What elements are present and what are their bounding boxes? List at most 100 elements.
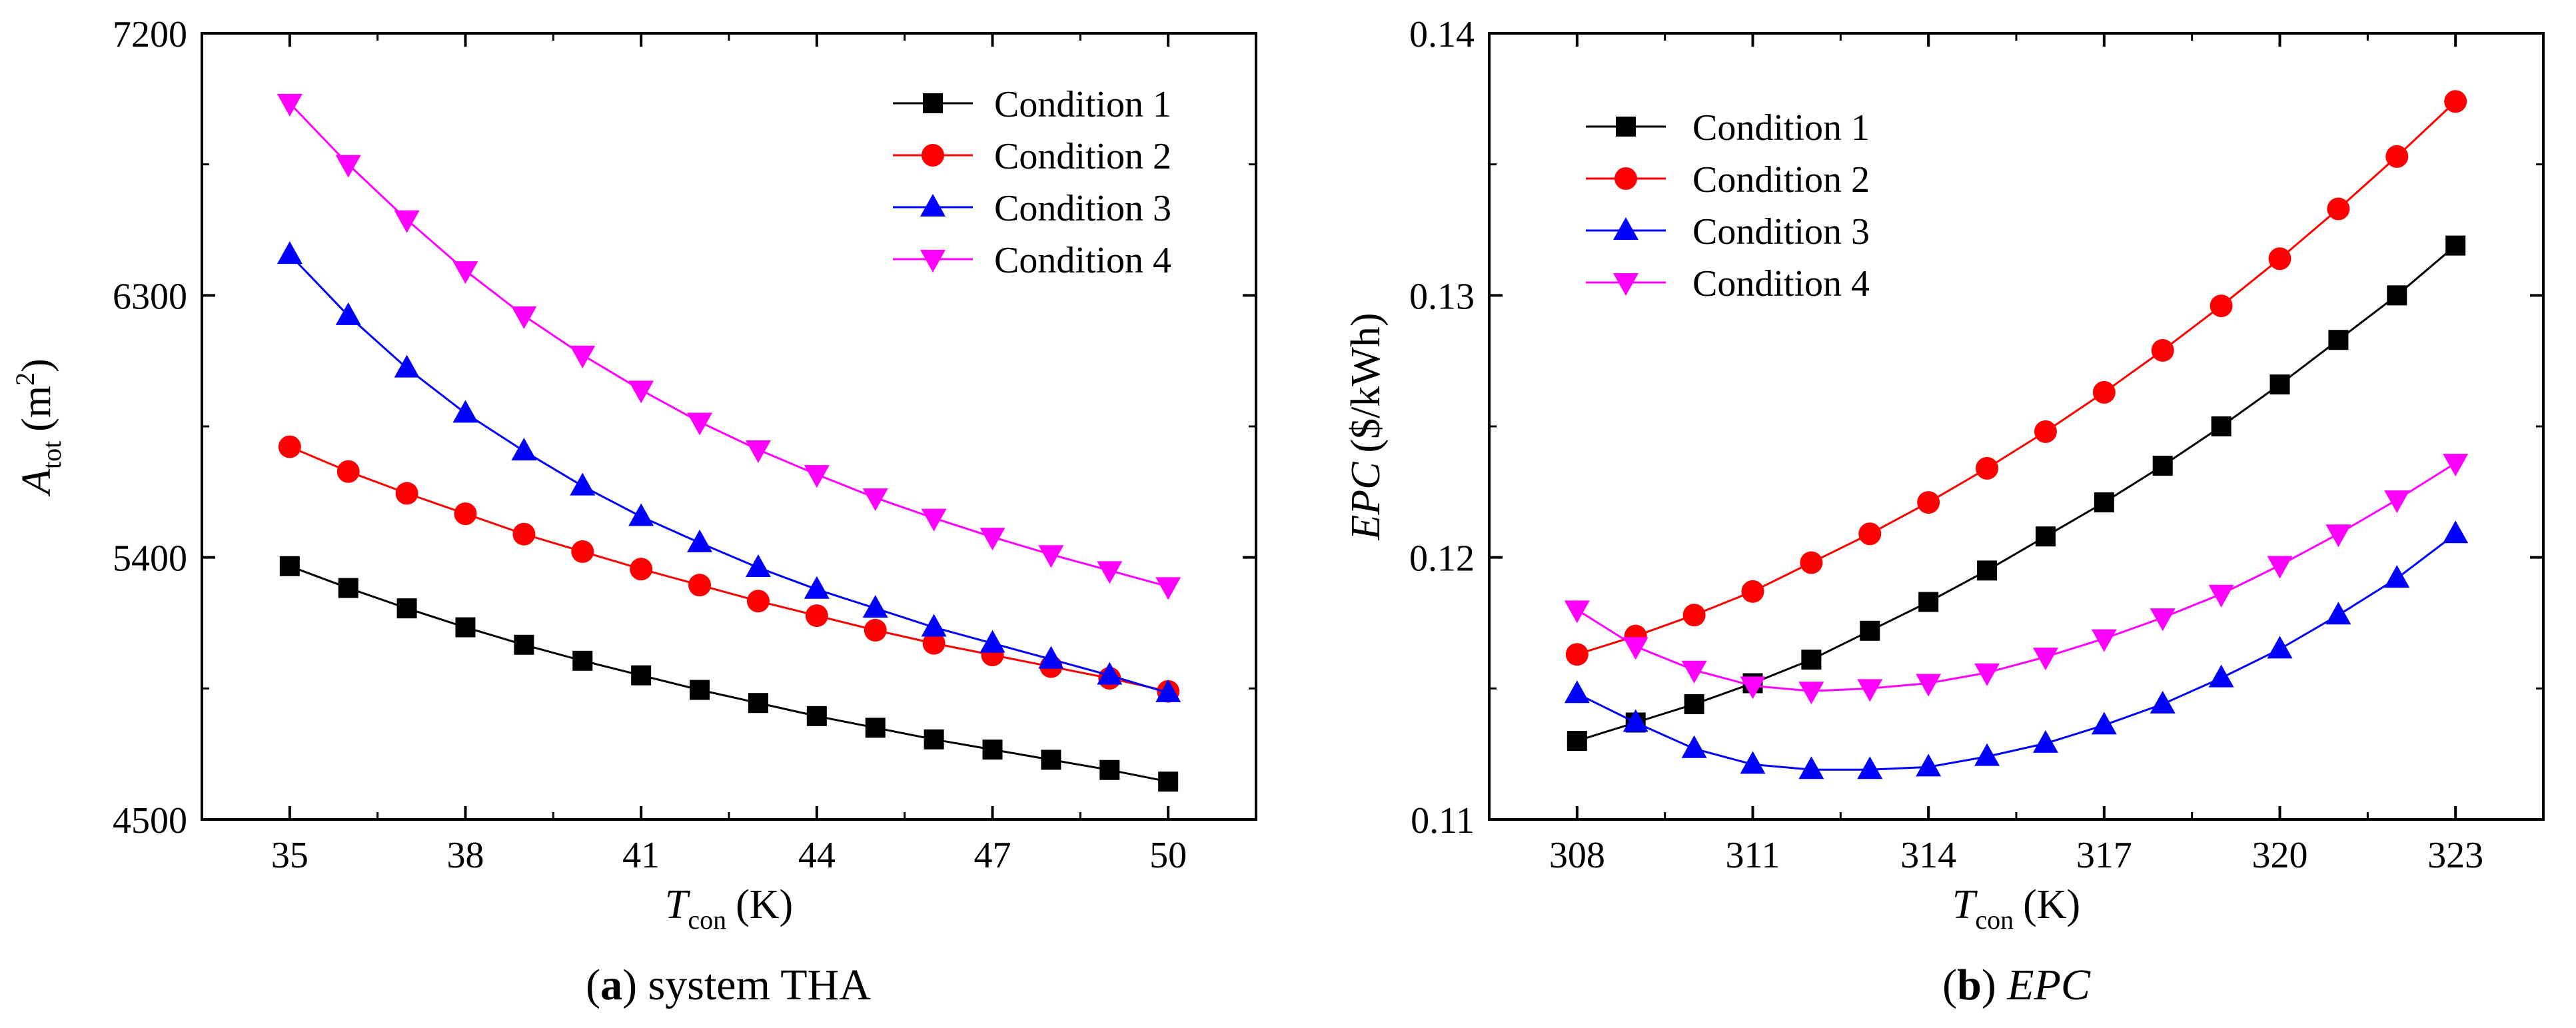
x-tick-label: 38 xyxy=(447,835,484,876)
data-point-condition-4 xyxy=(1916,674,1942,697)
y-tick-label: 6300 xyxy=(113,276,187,317)
data-point-condition-1 xyxy=(2152,456,2173,476)
y-tick-label: 7200 xyxy=(113,14,187,55)
data-point-condition-2 xyxy=(746,590,770,613)
data-point-condition-3 xyxy=(1798,756,1824,779)
data-point-condition-3 xyxy=(921,614,947,637)
data-point-condition-1 xyxy=(338,578,358,598)
legend-entry-2: Condition 2 xyxy=(994,136,1171,177)
data-point-condition-1 xyxy=(1567,731,1587,751)
data-point-condition-3 xyxy=(2267,636,2293,659)
data-point-condition-4 xyxy=(1622,637,1648,660)
x-tick-label: 308 xyxy=(1549,835,1605,876)
caption-text: EPC xyxy=(2006,961,2091,1009)
data-point-condition-4 xyxy=(1740,676,1766,700)
x-axis-label-unit: (K) xyxy=(2023,882,2080,927)
x-tick-label: 35 xyxy=(271,835,309,876)
data-point-condition-4 xyxy=(979,528,1005,551)
data-point-condition-2 xyxy=(1741,580,1764,603)
data-point-condition-4 xyxy=(1564,600,1590,624)
data-point-condition-4 xyxy=(2267,556,2293,579)
data-point-condition-1 xyxy=(865,718,886,738)
data-point-condition-4 xyxy=(2150,608,2176,632)
data-point-condition-2 xyxy=(2385,145,2409,168)
x-tick-label: 44 xyxy=(798,835,836,876)
y-axis-label-main: A xyxy=(14,468,59,497)
series-line-1 xyxy=(1577,245,2457,742)
data-point-condition-2 xyxy=(1800,551,1823,574)
data-point-condition-3 xyxy=(2325,602,2351,625)
data-point-condition-4 xyxy=(452,261,478,284)
data-point-condition-3 xyxy=(1622,709,1648,732)
data-point-condition-1 xyxy=(572,650,593,671)
data-point-condition-4 xyxy=(745,440,771,463)
data-point-condition-2 xyxy=(688,574,712,597)
data-point-condition-2 xyxy=(454,502,477,526)
data-point-condition-3 xyxy=(2032,730,2058,753)
data-point-condition-4 xyxy=(1798,682,1824,705)
x-axis-label-sub: con xyxy=(1975,905,2014,935)
data-point-condition-2 xyxy=(922,632,946,655)
y-axis-label-unit: ($/kWh) xyxy=(1343,312,1389,452)
data-point-condition-2 xyxy=(1917,491,1940,514)
data-point-condition-2 xyxy=(2268,247,2291,270)
panel-caption: (b) EPC xyxy=(1942,961,2091,1009)
x-tick-label: 41 xyxy=(622,835,660,876)
data-point-condition-3 xyxy=(687,529,713,552)
y-axis-label-sub: tot xyxy=(37,441,67,469)
y-tick-label: 0.13 xyxy=(1409,276,1475,317)
data-point-condition-2 xyxy=(2210,294,2233,318)
data-point-condition-3 xyxy=(1564,680,1590,704)
data-point-condition-2 xyxy=(336,460,360,483)
data-point-condition-1 xyxy=(1158,771,1179,792)
legend-entry-3: Condition 3 xyxy=(1692,211,1870,253)
caption-letter: a xyxy=(600,961,622,1009)
data-point-condition-3 xyxy=(628,503,654,526)
series-line-2 xyxy=(289,446,1169,693)
data-point-condition-4 xyxy=(1974,663,2000,686)
data-point-condition-4 xyxy=(277,93,303,117)
data-point-condition-4 xyxy=(862,488,888,512)
legend-entry-4: Condition 4 xyxy=(994,240,1171,281)
caption-text: system THA xyxy=(648,961,872,1009)
y-tick-label: 0.14 xyxy=(1409,14,1475,55)
data-point-condition-3 xyxy=(804,576,830,599)
data-point-condition-2 xyxy=(2034,420,2057,443)
y-axis-label-main: EPC xyxy=(1343,462,1389,541)
data-point-condition-2 xyxy=(2151,338,2174,362)
data-point-condition-2 xyxy=(1858,522,1882,546)
legend: Condition 1 Condition 2 Condition 3 Conditi… xyxy=(1586,107,1870,304)
data-point-condition-1 xyxy=(806,706,827,726)
data-point-condition-3 xyxy=(745,554,771,577)
data-point-condition-3 xyxy=(1097,662,1123,685)
legend-entry-3: Condition 3 xyxy=(994,188,1171,229)
data-point-condition-1 xyxy=(2445,235,2466,256)
legend-entry-1: Condition 1 xyxy=(994,84,1171,125)
x-tick-label: 47 xyxy=(974,835,1011,876)
data-point-condition-3 xyxy=(2443,520,2469,544)
x-tick-label: 317 xyxy=(2076,835,2132,876)
data-point-condition-1 xyxy=(455,617,476,638)
data-point-condition-1 xyxy=(2269,374,2290,395)
legend-entry-4: Condition 4 xyxy=(1692,263,1870,304)
data-point-condition-4 xyxy=(921,508,947,532)
data-point-condition-1 xyxy=(1684,694,1704,714)
data-point-condition-3 xyxy=(2384,565,2410,588)
x-tick-label: 311 xyxy=(1726,835,1780,876)
legend-marker-2 xyxy=(922,144,944,167)
data-point-condition-4 xyxy=(1857,679,1883,702)
x-tick-label: 50 xyxy=(1149,835,1187,876)
data-point-condition-1 xyxy=(279,556,300,576)
panel-caption: (a) system THA xyxy=(586,961,871,1009)
data-point-condition-2 xyxy=(2092,380,2116,404)
data-point-condition-2 xyxy=(1682,604,1706,627)
y-tick-label: 0.12 xyxy=(1409,538,1475,580)
series-line-3 xyxy=(1577,533,2457,771)
data-point-condition-4 xyxy=(2384,490,2410,514)
data-point-condition-3 xyxy=(335,302,361,325)
data-point-condition-4 xyxy=(1155,577,1181,600)
data-point-condition-3 xyxy=(1740,751,1766,774)
data-point-condition-3 xyxy=(277,241,303,264)
data-point-condition-4 xyxy=(2091,629,2117,652)
data-point-condition-1 xyxy=(924,729,944,750)
